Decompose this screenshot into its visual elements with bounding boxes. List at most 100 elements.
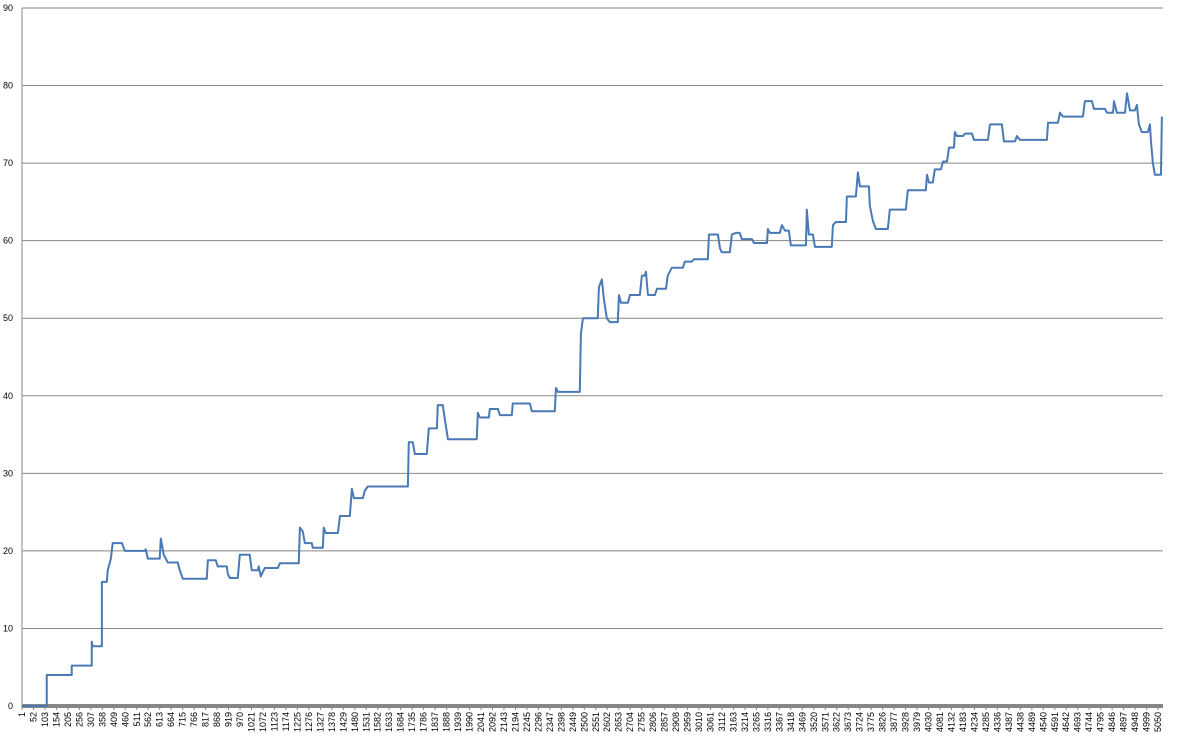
x-tick-label: 511 (132, 712, 142, 726)
x-tick-label: 2041 (476, 712, 486, 732)
y-tick-label: 20 (3, 546, 13, 556)
y-tick-label: 70 (3, 158, 13, 168)
x-tick-label: 4132 (946, 712, 956, 732)
x-tick-label: 2347 (545, 712, 555, 732)
x-tick-label: 460 (120, 712, 130, 727)
x-tick-label: 4744 (1084, 712, 1094, 732)
y-tick-label: 50 (3, 313, 13, 323)
x-tick-label: 1939 (453, 712, 463, 732)
x-tick-label: 3163 (728, 712, 738, 732)
x-tick-label: 3877 (889, 712, 899, 732)
x-tick-label: 4387 (1004, 712, 1014, 732)
x-tick-label: 613 (155, 712, 165, 727)
data-line (22, 92, 1163, 707)
x-tick-label: 4642 (1061, 712, 1071, 732)
x-tick-label: 3418 (786, 712, 796, 732)
x-tick-label: 1429 (338, 712, 348, 732)
x-tick-label: 2296 (533, 712, 543, 732)
x-tick-label: 1174 (281, 712, 291, 731)
x-tick-label: 3214 (740, 712, 750, 732)
y-tick-label: 30 (3, 468, 13, 478)
x-tick-label: 1021 (247, 712, 257, 732)
x-tick-label: 1072 (258, 712, 268, 732)
x-tick-label: 1378 (327, 712, 337, 732)
x-tick-label: 4489 (1027, 712, 1037, 732)
x-tick-label: 2398 (556, 712, 566, 732)
x-tick-label: 3316 (763, 712, 773, 732)
x-tick-label: 562 (143, 712, 153, 727)
x-tick-label: 3979 (912, 712, 922, 732)
x-tick-label: 4897 (1119, 712, 1129, 732)
x-tick-label: 970 (235, 712, 245, 727)
x-tick-label: 3010 (694, 712, 704, 732)
x-tick-label: 2755 (637, 712, 647, 732)
x-tick-label: 4438 (1015, 712, 1025, 732)
x-tick-label: 1225 (292, 712, 302, 732)
x-tick-label: 817 (201, 712, 211, 727)
x-tick-label: 1276 (304, 712, 314, 732)
x-tick-label: 766 (189, 712, 199, 727)
x-tick-label: 919 (224, 712, 234, 727)
x-tick-label: 52 (28, 712, 38, 722)
x-tick-label: 2092 (487, 712, 497, 732)
x-tick-label: 3367 (774, 712, 784, 732)
x-tick-label: 4540 (1038, 712, 1048, 732)
x-tick-label: 3826 (878, 712, 888, 732)
x-tick-label: 2704 (625, 712, 635, 732)
x-tick-label: 256 (74, 712, 84, 727)
x-tick-label: 1837 (430, 712, 440, 732)
x-tick-label: 1 (17, 712, 27, 717)
x-tick-label: 3265 (751, 712, 761, 732)
x-tick-label: 3928 (901, 712, 911, 732)
x-tick-label: 2500 (579, 712, 589, 732)
x-tick-label: 1531 (361, 712, 371, 732)
x-tick-label: 1327 (315, 712, 325, 732)
y-tick-label: 10 (3, 623, 13, 633)
y-tick-label: 60 (3, 236, 13, 246)
x-tick-label: 3724 (855, 712, 865, 732)
x-tick-label: 2143 (499, 712, 509, 732)
x-tick-label: 154 (51, 712, 61, 727)
y-tick-label: 40 (3, 391, 13, 401)
x-tick-label: 2602 (602, 712, 612, 732)
x-tick-label: 3112 (717, 712, 727, 731)
x-tick-label: 5050 (1153, 712, 1163, 732)
x-tick-label: 4336 (992, 712, 1002, 732)
x-tick-label: 3520 (809, 712, 819, 732)
x-tick-label: 3673 (843, 712, 853, 732)
x-tick-label: 2551 (591, 712, 601, 732)
x-tick-label: 3571 (820, 712, 830, 732)
x-tick-label: 4795 (1096, 712, 1106, 732)
x-tick-label: 2653 (614, 712, 624, 732)
x-tick-label: 4285 (981, 712, 991, 732)
x-tick-label: 4081 (935, 712, 945, 732)
x-tick-label: 868 (212, 712, 222, 727)
x-tick-label: 4999 (1142, 712, 1152, 732)
x-tick-label: 1684 (396, 712, 406, 732)
x-tick-label: 4948 (1130, 712, 1140, 732)
x-tick-label: 4846 (1107, 712, 1117, 732)
x-tick-label: 2449 (568, 712, 578, 732)
x-tick-label: 2908 (671, 712, 681, 732)
x-tick-label: 307 (86, 712, 96, 727)
x-tick-label: 1480 (350, 712, 360, 732)
x-tick-label: 4591 (1050, 712, 1060, 732)
x-tick-label: 715 (178, 712, 188, 727)
x-tick-label: 1582 (373, 712, 383, 732)
x-tick-label: 1123 (269, 712, 279, 731)
x-tick-label: 205 (63, 712, 73, 727)
x-tick-label: 3061 (706, 712, 716, 732)
y-tick-label: 90 (3, 3, 13, 13)
x-tick-label: 1735 (407, 712, 417, 732)
x-tick-label: 1633 (384, 712, 394, 732)
x-tick-label: 2857 (660, 712, 670, 732)
x-tick-label: 3622 (832, 712, 842, 732)
x-tick-label: 2194 (510, 712, 520, 732)
x-tick-label: 1888 (442, 712, 452, 732)
x-tick-label: 4183 (958, 712, 968, 732)
x-tick-label: 4030 (924, 712, 934, 732)
y-tick-label: 0 (8, 701, 13, 711)
x-tick-label: 103 (40, 712, 50, 727)
